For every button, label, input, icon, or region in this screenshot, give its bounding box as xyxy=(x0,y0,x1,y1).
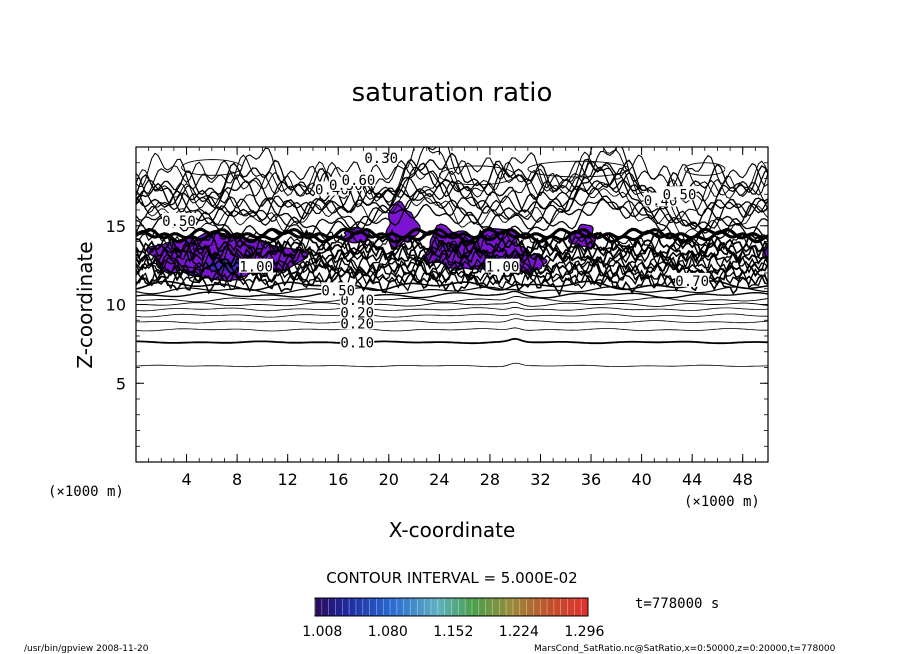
contour-line-upper xyxy=(136,171,768,230)
contour-loop xyxy=(527,160,630,178)
contour-label-bg xyxy=(675,272,710,287)
contour-line-lower xyxy=(136,327,768,332)
contour-line-lower xyxy=(136,313,768,318)
contour-label: 0.10 xyxy=(340,335,374,351)
contour-label-bg xyxy=(239,258,274,273)
contour-label: 0.40 xyxy=(340,293,374,309)
x-tick-label: 12 xyxy=(278,470,298,489)
x-axis-label: X-coordinate xyxy=(389,518,516,542)
contour-line-middle xyxy=(136,229,768,260)
contour-label-bg xyxy=(364,150,399,165)
contour-label: 0.60 xyxy=(342,173,376,189)
contour-label: 0.20 xyxy=(340,305,374,321)
contour-loop xyxy=(181,159,243,176)
contour-label-bg xyxy=(662,186,697,201)
contour-line-upper xyxy=(136,147,768,197)
x-tick-label: 48 xyxy=(733,470,753,489)
plot-area: 0.100.200.200.400.500.300.400.500.600.50… xyxy=(136,147,768,368)
contour-line-lower xyxy=(136,306,768,312)
contour-line-upper xyxy=(136,186,768,232)
x-tick-label: 32 xyxy=(530,470,550,489)
colorbar-tick-label: 1.296 xyxy=(564,624,604,640)
footer-right: MarsCond_SatRatio.nc@SatRatio,x=0:50000,… xyxy=(534,644,836,654)
contour-label-bg xyxy=(340,315,375,330)
y-tick-label: 15 xyxy=(106,217,126,236)
y-tick-label: 5 xyxy=(116,374,126,393)
contour-lines xyxy=(136,147,768,368)
contour-label: 1.00 xyxy=(239,260,273,276)
contour-line-middle xyxy=(136,269,768,297)
x-tick-label: 40 xyxy=(631,470,651,489)
contour-labels: 0.100.200.200.400.500.300.400.500.600.50… xyxy=(161,150,710,351)
contour-label: 0.50 xyxy=(162,214,196,230)
contour-line-lower xyxy=(136,337,768,345)
x-tick-label: 8 xyxy=(232,470,242,489)
contour-label-bg xyxy=(161,213,196,228)
contour-label: 1.00 xyxy=(486,260,520,276)
contour-line-upper xyxy=(136,193,768,238)
x-tick-label: 44 xyxy=(682,470,702,489)
y-axis-label: Z-coordinate xyxy=(73,241,97,368)
x-unit-right: (×1000 m) xyxy=(684,494,760,510)
contour-line-upper xyxy=(136,187,768,236)
contour-line-thick xyxy=(136,227,768,240)
contour-label-bg xyxy=(321,282,356,297)
colorbar-ticks: 1.008 1.080 1.152 1.224 1.296 xyxy=(302,624,604,640)
contour-line-lower xyxy=(136,318,768,324)
x-tick-label: 16 xyxy=(328,470,348,489)
colorbar-tick-label: 1.152 xyxy=(433,624,473,640)
colorbar-stripes xyxy=(314,599,582,615)
contour-line-upper xyxy=(136,198,768,247)
time-label: t=778000 s xyxy=(635,596,719,612)
contour-interval-label: CONTOUR INTERVAL = 5.000E-02 xyxy=(326,569,577,587)
contour-label: 0.70 xyxy=(675,274,709,290)
footer-left: /usr/bin/gpview 2008-11-20 xyxy=(24,644,149,654)
contour-label-bg xyxy=(485,258,520,273)
contour-label: 0.50 xyxy=(663,187,697,203)
colorbar-tick-label: 1.224 xyxy=(499,624,539,640)
contour-line-lower xyxy=(136,301,768,307)
contour-loop xyxy=(438,165,516,186)
x-tick-label: 4 xyxy=(181,470,191,489)
contour-label: 0.20 xyxy=(340,316,374,332)
colorbar-tick-label: 1.080 xyxy=(368,624,408,640)
contour-line-middle xyxy=(136,260,768,285)
x-tick-label: 28 xyxy=(480,470,500,489)
contour-label-bg xyxy=(340,304,375,319)
y-tick-label: 10 xyxy=(106,296,126,315)
contour-label: 0.30 xyxy=(364,151,398,167)
x-tick-label: 24 xyxy=(429,470,449,489)
contour-loop xyxy=(684,162,726,176)
chart-title: saturation ratio xyxy=(352,78,553,108)
colorbar-tick-label: 1.008 xyxy=(302,624,342,640)
x-tick-label: 20 xyxy=(379,470,399,489)
x-unit-left: (×1000 m) xyxy=(48,484,124,500)
x-tick-label: 36 xyxy=(581,470,601,489)
contour-line-lower xyxy=(136,362,768,368)
contour-label-bg xyxy=(341,172,376,187)
contour-line-lower xyxy=(136,290,768,299)
contour-line-middle xyxy=(136,239,768,271)
contour-label: 0.50 xyxy=(321,283,355,299)
contour-label-bg xyxy=(340,334,375,349)
